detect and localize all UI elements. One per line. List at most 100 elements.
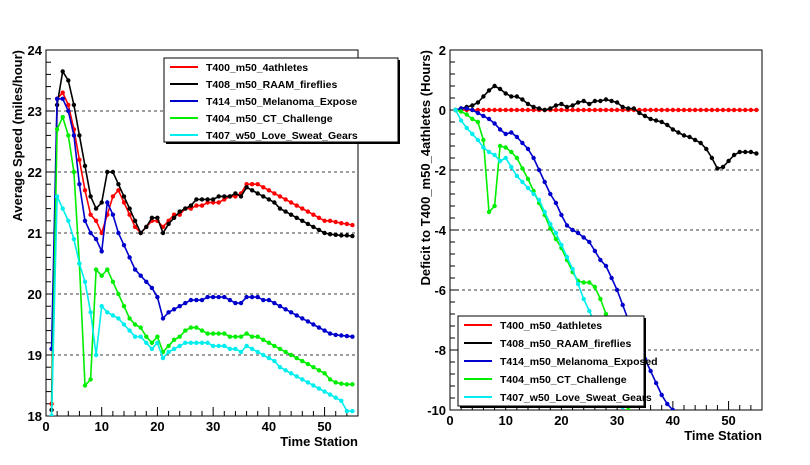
- data-point-t407-w50-love-sweat-gears: [160, 355, 166, 361]
- data-point-t404-m50-ct-challenge: [166, 343, 171, 349]
- data-point-t404-m50-ct-challenge: [553, 236, 559, 242]
- y-tick-label: 18: [28, 409, 42, 424]
- data-point-t404-m50-ct-challenge: [255, 334, 260, 339]
- legend-label: T407_w50_Love_Sweat_Gears: [206, 130, 358, 142]
- data-point-t404-m50-ct-challenge: [327, 377, 333, 382]
- data-point-t414-m50-melanoma-expose: [266, 297, 272, 303]
- data-point-t408-m50-raam-fireflies: [138, 230, 143, 236]
- legend: T400_m50_4athletes T408_m50_RAAM_fireflie…: [163, 57, 400, 144]
- data-point-t408-m50-raam-fireflies: [160, 230, 166, 236]
- data-point-t414-m50-melanoma-expose: [283, 307, 288, 312]
- data-point-t400-m50-4athletes: [603, 107, 609, 113]
- data-point-t400-m50-4athletes: [731, 107, 737, 113]
- data-point-t407-w50-love-sweat-gears: [564, 254, 570, 260]
- data-point-t407-w50-love-sweat-gears: [188, 340, 194, 345]
- data-point-t408-m50-raam-fireflies: [249, 188, 255, 193]
- data-point-t404-m50-ct-challenge: [266, 340, 272, 345]
- data-point-t400-m50-4athletes: [587, 107, 592, 113]
- data-point-t414-m50-melanoma-expose: [238, 300, 244, 306]
- data-point-t407-w50-love-sweat-gears: [88, 310, 93, 315]
- data-point-t407-w50-love-sweat-gears: [464, 125, 469, 131]
- data-point-t414-m50-melanoma-expose: [216, 294, 221, 300]
- data-point-t407-w50-love-sweat-gears: [587, 308, 592, 314]
- data-point-t407-w50-love-sweat-gears: [475, 137, 481, 143]
- data-point-t408-m50-raam-fireflies: [88, 194, 93, 199]
- data-point-t400-m50-4athletes: [553, 107, 559, 113]
- data-point-t414-m50-melanoma-exposed: [620, 302, 625, 308]
- data-point-t404-m50-ct-challenge: [233, 334, 238, 339]
- series-group: [453, 83, 759, 410]
- data-point-t414-m50-melanoma-exposed: [575, 230, 581, 236]
- data-point-t404-m50-ct-challenge: [509, 149, 514, 155]
- data-point-t407-w50-love-sweat-gears: [138, 334, 143, 339]
- data-point-t408-m50-raam-fireflies: [222, 194, 227, 199]
- data-point-t408-m50-raam-fireflies: [525, 101, 531, 107]
- data-point-t414-m50-melanoma-expose: [327, 331, 333, 336]
- data-point-t408-m50-raam-fireflies: [277, 206, 283, 211]
- data-point-t404-m50-ct-challenge: [277, 346, 283, 352]
- data-point-t408-m50-raam-fireflies: [731, 152, 737, 158]
- data-point-t400-m50-4athletes: [60, 90, 65, 95]
- data-point-t404-m50-ct-challenge: [339, 381, 344, 386]
- data-point-t414-m50-melanoma-expose: [177, 304, 182, 309]
- data-point-t407-w50-love-sweat-gears: [227, 346, 233, 352]
- data-point-t408-m50-raam-fireflies: [316, 227, 322, 233]
- data-point-t407-w50-love-sweat-gears: [333, 395, 338, 400]
- data-point-t404-m50-ct-challenge: [205, 331, 210, 336]
- data-point-t400-m50-4athletes: [333, 219, 338, 225]
- data-point-t400-m50-4athletes: [709, 107, 715, 113]
- data-point-t400-m50-4athletes: [726, 107, 731, 113]
- data-point-t407-w50-love-sweat-gears: [110, 313, 116, 318]
- data-point-t408-m50-raam-fireflies: [93, 206, 99, 211]
- y-tick-label: -4: [434, 223, 446, 238]
- data-point-t408-m50-raam-fireflies: [681, 133, 687, 138]
- data-point-t407-w50-love-sweat-gears: [305, 380, 311, 385]
- data-point-t408-m50-raam-fireflies: [548, 106, 553, 111]
- data-point-t414-m50-melanoma-expose: [311, 322, 316, 327]
- data-point-t408-m50-raam-fireflies: [670, 127, 676, 132]
- data-point-t408-m50-raam-fireflies: [648, 116, 653, 122]
- data-point-t404-m50-ct-challenge: [592, 284, 598, 290]
- data-point-t400-m50-4athletes: [300, 206, 305, 211]
- series-line-t404-m50-ct-challenge: [455, 109, 630, 410]
- data-point-t404-m50-ct-challenge: [288, 352, 294, 358]
- data-point-t408-m50-raam-fireflies: [709, 155, 715, 161]
- data-point-t400-m50-4athletes: [614, 107, 620, 113]
- data-point-t408-m50-raam-fireflies: [227, 194, 233, 199]
- data-point-t407-w50-love-sweat-gears: [283, 368, 288, 373]
- data-point-t400-m50-4athletes: [748, 107, 754, 113]
- data-point-t408-m50-raam-fireflies: [216, 194, 221, 199]
- data-point-t408-m50-raam-fireflies: [82, 163, 88, 169]
- data-point-t407-w50-love-sweat-gears: [277, 365, 283, 370]
- data-point-t414-m50-melanoma-expose: [132, 267, 138, 272]
- data-point-t408-m50-raam-fireflies: [653, 118, 659, 123]
- data-point-t400-m50-4athletes: [653, 107, 659, 113]
- data-point-t404-m50-ct-challenge: [99, 273, 104, 278]
- data-point-t400-m50-4athletes: [481, 107, 486, 113]
- data-point-t414-m50-melanoma-expose: [205, 294, 210, 300]
- data-point-t404-m50-ct-challenge: [311, 365, 316, 370]
- data-point-t408-m50-raam-fireflies: [244, 185, 249, 190]
- data-point-t408-m50-raam-fireflies: [266, 197, 272, 202]
- x-tick-label: 30: [206, 419, 220, 434]
- legend-label: T407_w50_Love_Sweat_Gears: [500, 392, 652, 404]
- data-point-t408-m50-raam-fireflies: [300, 218, 305, 223]
- data-point-t408-m50-raam-fireflies: [339, 233, 344, 238]
- data-point-t414-m50-melanoma-expose: [77, 182, 82, 187]
- data-point-t404-m50-ct-challenge: [60, 114, 65, 120]
- data-point-t414-m50-melanoma-expose: [144, 279, 149, 284]
- data-point-t408-m50-raam-fireflies: [294, 215, 299, 220]
- data-point-t408-m50-raam-fireflies: [553, 103, 559, 108]
- legend-label: T404_m50_CT_Challenge: [206, 113, 333, 125]
- data-point-t408-m50-raam-fireflies: [503, 91, 508, 96]
- data-point-t407-w50-love-sweat-gears: [249, 346, 255, 352]
- data-point-t407-w50-love-sweat-gears: [327, 392, 333, 397]
- data-point-t414-m50-melanoma-exposed: [653, 380, 659, 386]
- data-point-t404-m50-ct-challenge: [492, 203, 497, 209]
- data-point-t408-m50-raam-fireflies: [327, 232, 333, 237]
- data-point-t400-m50-4athletes: [743, 107, 748, 113]
- data-point-t400-m50-4athletes: [93, 218, 99, 223]
- legend-box: [163, 57, 399, 143]
- data-point-t414-m50-melanoma-expose: [166, 310, 171, 315]
